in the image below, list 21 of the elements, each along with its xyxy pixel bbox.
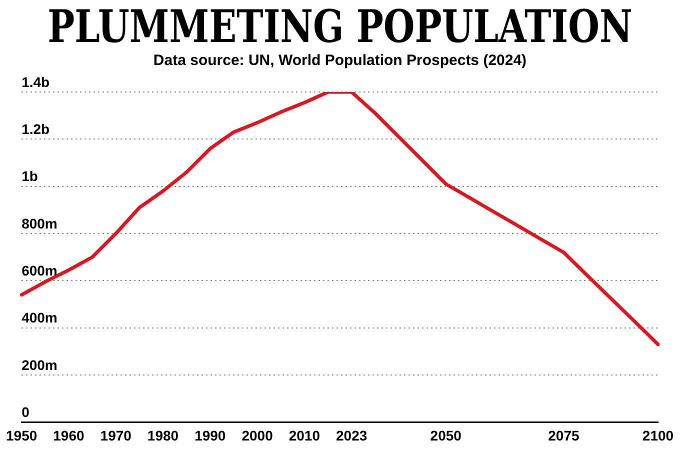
x-tick-label: 1970 [100, 427, 132, 444]
chart-title: PLUMMETING POPULATION [46, 0, 634, 54]
y-tick-label: 600m [22, 262, 58, 279]
y-tick-label: 1.4b [22, 74, 50, 90]
y-tick-label: 0 [22, 404, 30, 420]
x-tick-label: 2000 [242, 427, 274, 444]
x-tick-label: 1960 [53, 427, 84, 444]
x-tick-label: 1980 [147, 427, 179, 444]
x-tick-label: 2010 [288, 427, 320, 444]
y-tick-label: 1b [22, 168, 38, 184]
x-tick-label: 2050 [430, 427, 462, 444]
y-tick-label: 1.2b [22, 121, 50, 138]
x-tick-label: 1950 [6, 427, 38, 444]
x-tick-label: 2023 [336, 427, 368, 444]
y-tick-label: 400m [22, 310, 58, 326]
x-tick-label: 1990 [194, 427, 226, 444]
x-tick-label: 2100 [642, 427, 674, 444]
y-tick-label: 800m [22, 215, 58, 232]
chart-subtitle: Data source: UN, World Population Prospects (2024) [152, 52, 528, 70]
x-tick-label: 2075 [548, 427, 580, 444]
y-tick-label: 200m [22, 356, 58, 373]
